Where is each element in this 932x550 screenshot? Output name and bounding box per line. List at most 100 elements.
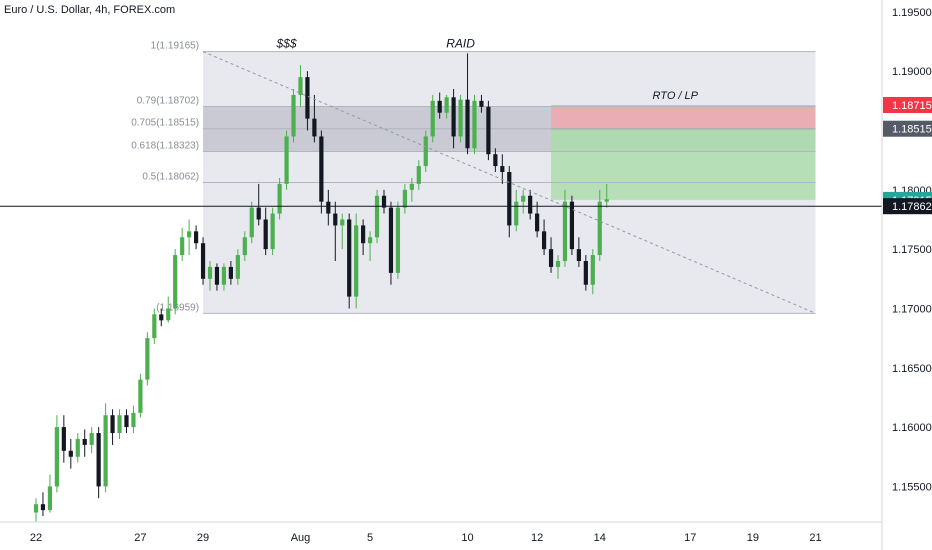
candle-body (103, 415, 108, 487)
candle-body (75, 438, 80, 457)
candle-body (374, 195, 380, 238)
candle-body (416, 166, 421, 184)
candle-body (576, 249, 581, 261)
time-tick-label: 10 (461, 532, 473, 544)
time-tick-label: 21 (809, 532, 821, 544)
candle-body (242, 237, 247, 256)
candles (33, 53, 609, 522)
candle-body (507, 172, 512, 226)
price-tag (883, 96, 932, 113)
candle-body (409, 183, 414, 190)
candle-body (124, 415, 129, 428)
candle-body (284, 136, 289, 184)
candle-body (548, 249, 554, 267)
candle-body (180, 237, 185, 256)
time-tick-label: 14 (594, 532, 606, 544)
time-tick-label: 12 (531, 532, 543, 544)
fib-level-label: 0.79(1.18702) (137, 96, 199, 107)
fib-grid: 1(1.19165) 0.79(1.18702) 0.705(1.18515) 0.6… (131, 41, 816, 314)
position-target-zone (551, 128, 816, 200)
candle-body (145, 338, 150, 380)
annotation-text: RAID (446, 37, 475, 51)
price-tick-label: 1.15500 (892, 481, 932, 493)
candle-body (458, 99, 463, 137)
price-tick-label: 1.19500 (892, 7, 932, 19)
price-tick-label: 1.17000 (892, 303, 932, 315)
candle-body (354, 225, 359, 297)
candle-body (395, 207, 401, 273)
candle-body (200, 243, 206, 279)
candle-body (138, 379, 143, 413)
candle-body (604, 199, 609, 202)
candle-body (152, 314, 157, 339)
price-tick-label: 1.16000 (892, 422, 932, 434)
time-tick-label: 17 (684, 532, 696, 544)
candle-body (68, 450, 73, 457)
candle-body (555, 261, 561, 267)
price-tick-label: 1.17500 (892, 244, 932, 256)
candle-body (347, 219, 352, 297)
fib-level-label: 1(1.19165) (151, 41, 199, 52)
candle-body (500, 166, 505, 173)
candle-body (423, 136, 428, 167)
candle-body (583, 261, 588, 285)
fib-level-label: 0.705(1.18515) (131, 118, 199, 129)
candle-body (535, 213, 540, 232)
candle-body (82, 438, 87, 445)
candle-body (277, 183, 282, 214)
candle-body (193, 231, 199, 244)
time-axis[interactable]: 22 27 29 Aug 5 10 12 14 17 19 21 (0, 521, 882, 544)
price-tick-label: 1.19000 (892, 66, 932, 78)
candle-body (228, 266, 233, 279)
price-tag (883, 120, 932, 137)
candle-body (249, 207, 254, 238)
position-label: RTO / LP (653, 90, 699, 102)
candle-body (493, 154, 498, 167)
candle-body (562, 201, 568, 261)
candle-body (430, 100, 435, 137)
fib-level-label: 0.5(1.18062) (142, 171, 199, 182)
time-tick-label: 29 (197, 532, 209, 544)
candle-body (388, 207, 394, 273)
candle-body (131, 412, 136, 428)
candle-body (569, 201, 575, 250)
candle-body (263, 219, 268, 250)
candle-body (33, 504, 39, 513)
time-tick-label: 19 (747, 532, 759, 544)
candle-body (221, 266, 227, 285)
candle-body (214, 266, 220, 285)
candle-body (521, 195, 526, 202)
time-tick-label: 22 (30, 532, 42, 544)
candle-body (451, 97, 456, 137)
candle-body (465, 99, 470, 149)
candle-body (207, 266, 213, 279)
candle-body (528, 195, 533, 214)
candle-body (319, 136, 324, 202)
candle-body (298, 77, 303, 95)
fib-level-label: 0.618(1.18323) (131, 140, 199, 151)
time-tick-label: 27 (134, 532, 146, 544)
position-stop-zone (551, 104, 816, 129)
price-tick-label: 1.16500 (892, 363, 932, 375)
fib-level-label: (1.16959) (156, 302, 199, 313)
candle-body (187, 231, 192, 238)
candle-body (541, 231, 547, 250)
candle-body (361, 225, 366, 244)
candle-body (40, 504, 46, 511)
candle-body (256, 207, 261, 220)
candle-body (96, 433, 101, 487)
time-tick-label: Aug (291, 532, 311, 544)
candle-body (326, 201, 331, 214)
candle-body (166, 308, 171, 321)
candle-body (159, 314, 164, 321)
price-tag-label: 1.17862 (892, 201, 932, 213)
candle-body (514, 201, 519, 226)
annotation-text: $$$ (276, 37, 297, 51)
candle-body (437, 100, 442, 113)
candle-body (173, 255, 178, 309)
candle-body (270, 213, 275, 250)
candle-body (367, 237, 373, 244)
price-axis[interactable]: 1.155001.160001.165001.170001.175001.180… (881, 0, 932, 550)
candle-body (305, 77, 310, 119)
